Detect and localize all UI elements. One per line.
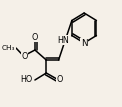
Text: CH₃: CH₃ xyxy=(2,45,15,51)
Text: O: O xyxy=(32,33,38,42)
Text: O: O xyxy=(56,76,63,85)
Text: O: O xyxy=(21,51,28,60)
Text: HN: HN xyxy=(57,36,69,45)
Text: N: N xyxy=(81,39,87,48)
Text: HO: HO xyxy=(20,76,32,85)
